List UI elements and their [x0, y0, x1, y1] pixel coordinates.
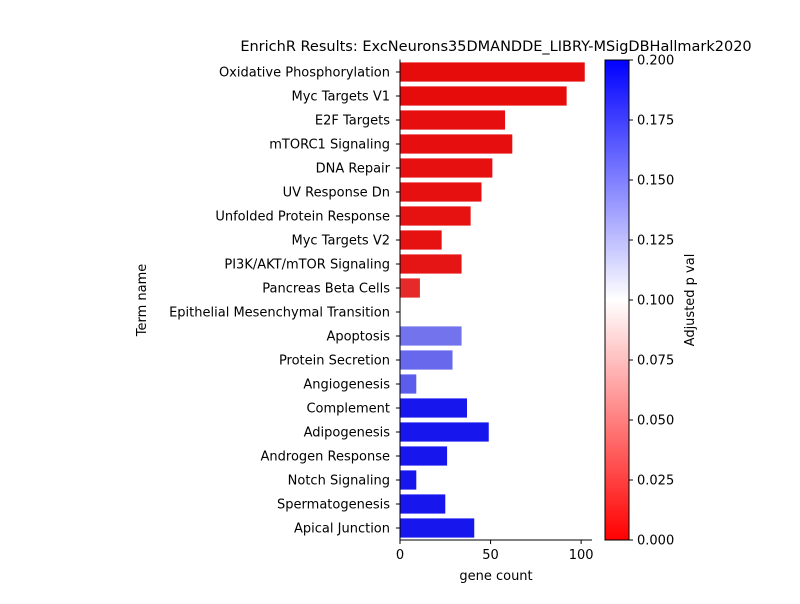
y-tick-label: Pancreas Beta Cells [262, 282, 390, 297]
colorbar-ticks: 0.000 0.025 0.050 0.075 0.100 0.125 0.150 0.175… [629, 54, 674, 549]
y-tick-label: PI3K/AKT/mTOR Signaling [224, 258, 390, 273]
x-axis-label: gene count [459, 569, 532, 584]
y-tick-label: Apical Junction [294, 522, 390, 537]
bar-5 [400, 182, 482, 201]
colorbar-label: Adjusted p val [683, 254, 698, 347]
bar-7 [400, 230, 442, 249]
bar-0 [400, 62, 585, 81]
colorbar [605, 60, 629, 540]
colorbar-tick-label: 0.050 [637, 414, 674, 429]
y-tick-label: Unfolded Protein Response [215, 210, 390, 225]
bar-1 [400, 86, 567, 105]
y-tick-label: Spermatogenesis [277, 498, 390, 513]
y-tick-label: Epithelial Mesenchymal Transition [169, 306, 390, 321]
bar-6 [400, 206, 471, 225]
y-tick-label: Adipogenesis [304, 426, 391, 441]
colorbar-tick-label: 0.100 [637, 294, 674, 309]
bar-13 [400, 374, 416, 393]
y-tick-label: Androgen Response [261, 450, 390, 465]
x-tick-label: 50 [482, 548, 499, 563]
bar-18 [400, 494, 445, 513]
y-tick-label: Apoptosis [326, 330, 390, 345]
bar-14 [400, 398, 467, 417]
bar-12 [400, 350, 453, 369]
bar-9 [400, 278, 420, 297]
bar-15 [400, 422, 489, 441]
bar-17 [400, 470, 416, 489]
chart-title: EnrichR Results: ExcNeurons35DMANDDE_LIB… [240, 39, 751, 55]
y-tick-label: DNA Repair [316, 162, 391, 177]
bars-layer [400, 62, 585, 537]
colorbar-tick-label: 0.025 [637, 474, 674, 489]
y-tick-label: mTORC1 Signaling [269, 138, 390, 153]
colorbar-tick-label: 0.000 [637, 534, 674, 549]
y-tick-label: UV Response Dn [283, 186, 390, 201]
y-tick-label: E2F Targets [315, 114, 390, 129]
colorbar-tick-label: 0.150 [637, 174, 674, 189]
colorbar-tick-label: 0.175 [637, 114, 674, 129]
colorbar-tick-label: 0.125 [637, 234, 674, 249]
colorbar-tick-label: 0.075 [637, 354, 674, 369]
y-tick-label: Oxidative Phosphorylation [219, 66, 390, 81]
y-tick-labels: Oxidative Phosphorylation Myc Targets V1 E… [169, 66, 400, 537]
x-axis: 0 50 100 [396, 540, 594, 563]
y-tick-label: Myc Targets V2 [292, 234, 390, 249]
y-tick-label: Angiogenesis [303, 378, 390, 393]
bar-4 [400, 158, 492, 177]
y-tick-label: Notch Signaling [288, 474, 390, 489]
y-tick-label: Complement [306, 402, 390, 417]
bar-3 [400, 134, 512, 153]
y-axis-label: Term name [135, 264, 150, 338]
bar-19 [400, 518, 474, 537]
bar-11 [400, 326, 462, 345]
x-tick-label: 100 [569, 548, 594, 563]
y-tick-label: Protein Secretion [279, 354, 390, 369]
bar-8 [400, 254, 462, 273]
bar-2 [400, 110, 505, 129]
x-tick-label: 0 [396, 548, 404, 563]
bar-16 [400, 446, 447, 465]
y-tick-label: Myc Targets V1 [292, 90, 390, 105]
colorbar-tick-label: 0.200 [637, 54, 674, 69]
